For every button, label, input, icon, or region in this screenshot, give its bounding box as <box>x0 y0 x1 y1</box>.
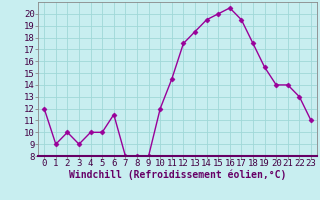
X-axis label: Windchill (Refroidissement éolien,°C): Windchill (Refroidissement éolien,°C) <box>69 170 286 180</box>
